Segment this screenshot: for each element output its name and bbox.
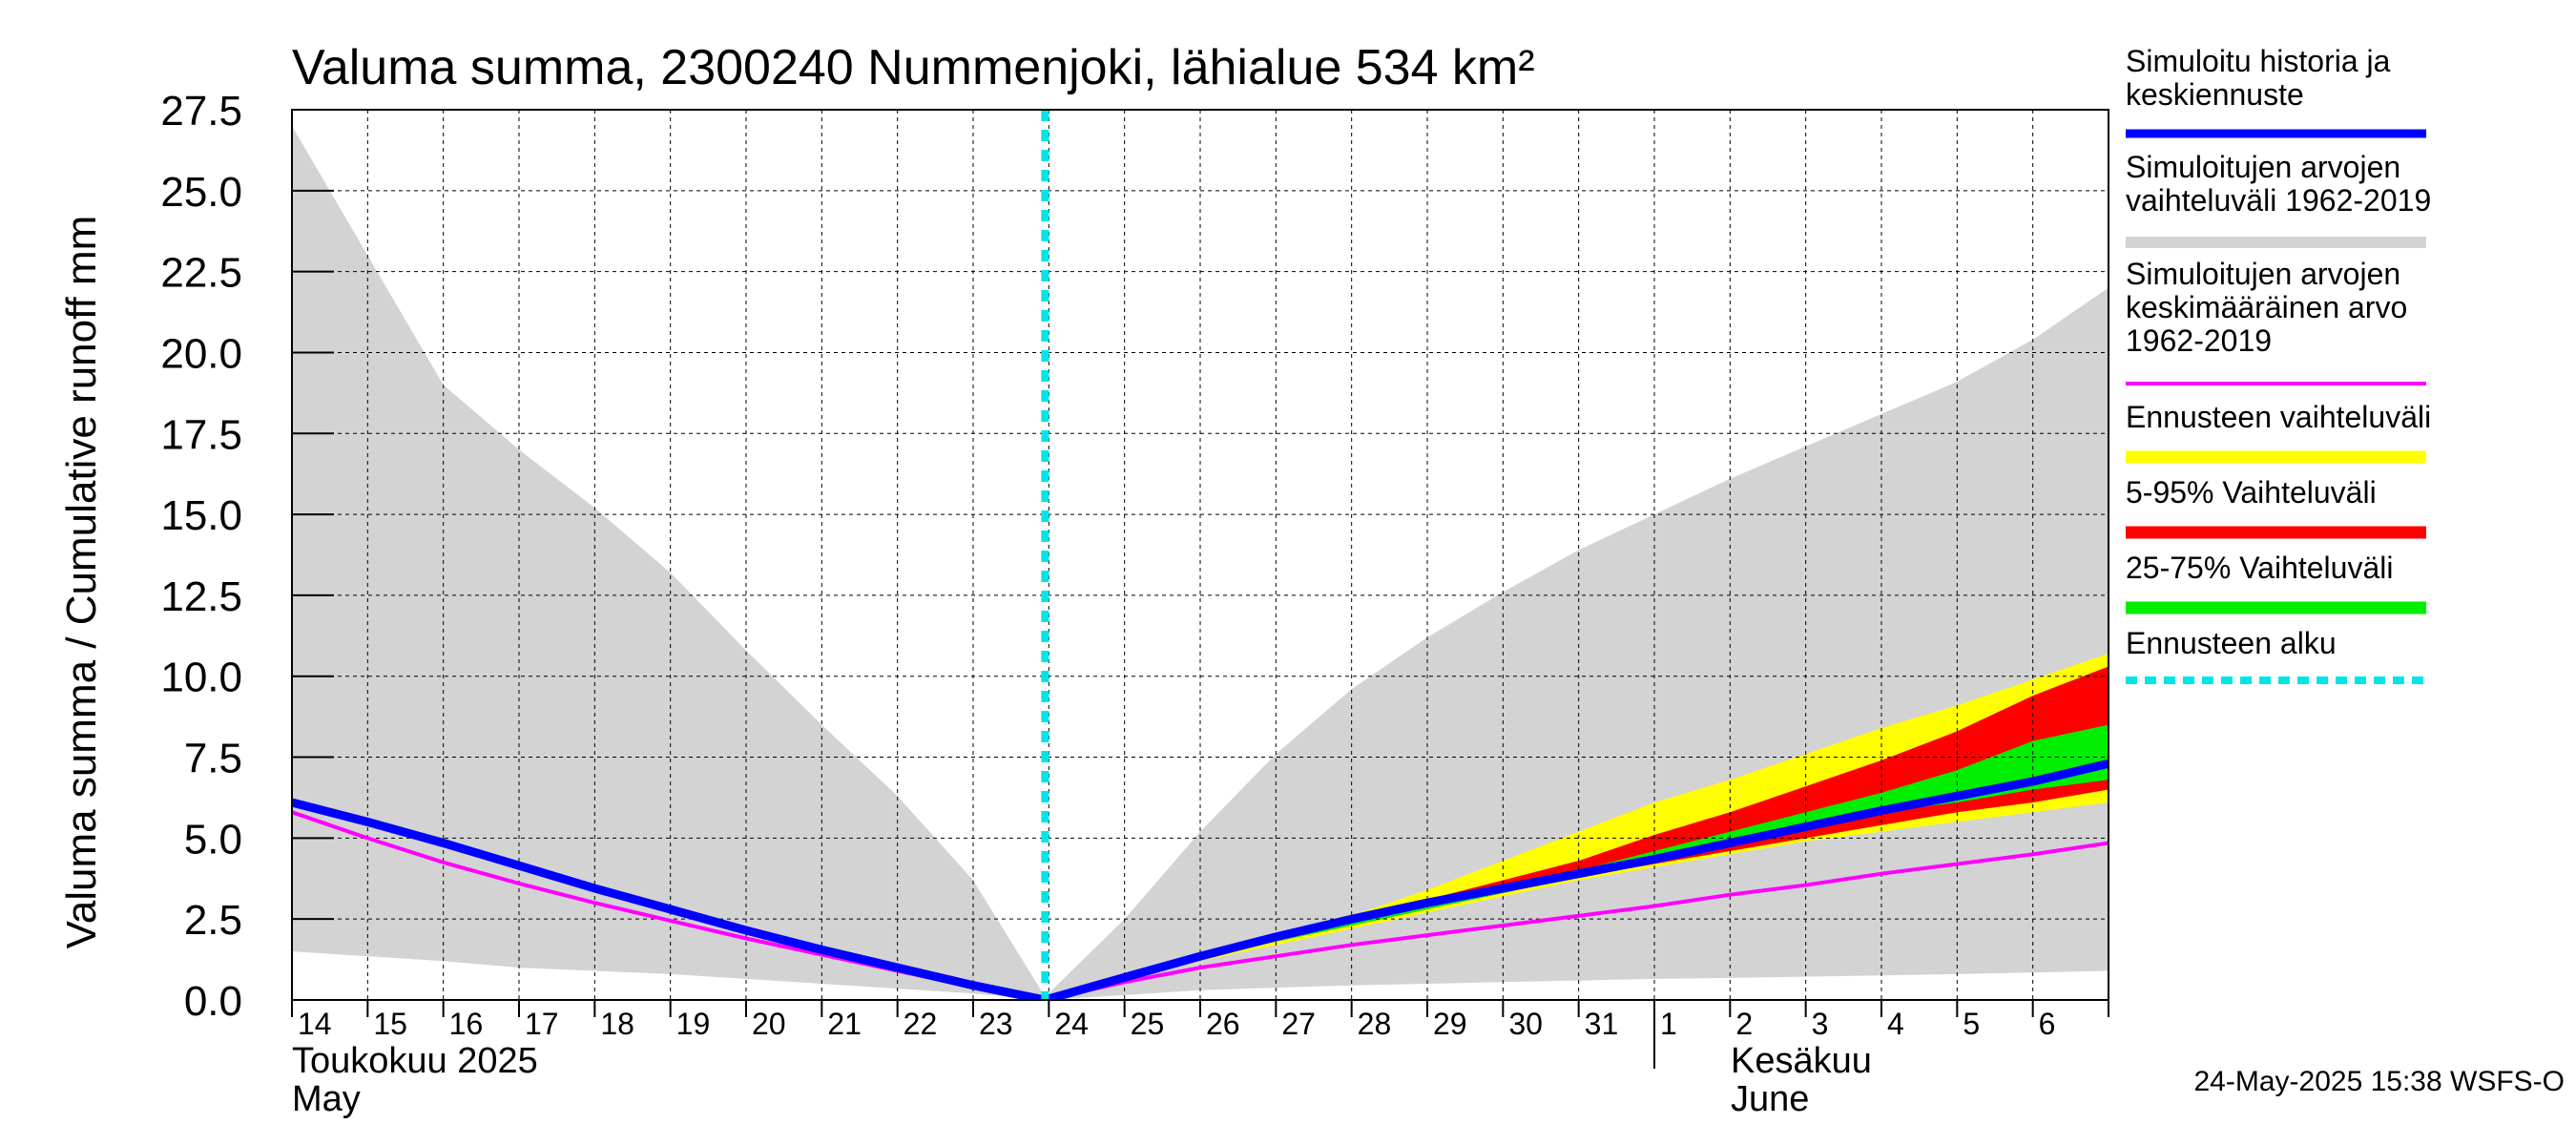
x-tick-label: 24	[1054, 1007, 1089, 1041]
legend-label: 1962-2019	[2126, 323, 2272, 358]
x-tick-label: 18	[600, 1007, 634, 1041]
x-tick-label: 30	[1508, 1007, 1543, 1041]
y-tick-label: 2.5	[184, 897, 242, 944]
legend-label: Simuloitu historia ja	[2126, 44, 2391, 78]
y-tick-label: 7.5	[184, 736, 242, 782]
x-tick-label: 20	[752, 1007, 786, 1041]
y-tick-label: 15.0	[160, 492, 242, 539]
x-tick-label: 6	[2039, 1007, 2056, 1041]
legend-label: Ennusteen vaihteluväli	[2126, 400, 2431, 434]
x-tick-label: 29	[1433, 1007, 1467, 1041]
plot-area	[292, 110, 2109, 1000]
x-tick-label: 4	[1887, 1007, 1904, 1041]
x-tick-label: 14	[298, 1007, 332, 1041]
legend-label: 25-75% Vaihteluväli	[2126, 551, 2393, 585]
y-tick-label: 10.0	[160, 655, 242, 701]
month-label-en: June	[1731, 1079, 1809, 1119]
x-tick-label: 15	[373, 1007, 407, 1041]
x-tick-label: 1	[1660, 1007, 1677, 1041]
line-simuloitu-historia-ja-keskiennuste	[292, 759, 2109, 1000]
y-tick-label: 20.0	[160, 330, 242, 377]
x-tick-label: 28	[1358, 1007, 1392, 1041]
band-ennusteen-vaihteluv-li	[1045, 654, 2109, 1000]
month-label: Toukokuu 2025	[292, 1041, 538, 1081]
x-tick-label: 31	[1585, 1007, 1619, 1041]
y-tick-label: 17.5	[160, 411, 242, 458]
legend-label: Simuloitujen arvojen	[2126, 257, 2400, 291]
legend-label: Ennusteen alku	[2126, 626, 2337, 660]
axes: 0.0 2.5 5.0 7.5 10.0 12.5 15.0 17.5 20.0 22.5 25.0…	[160, 88, 2109, 1119]
y-tick-label: 12.5	[160, 573, 242, 620]
month-label: Kesäkuu	[1731, 1041, 1872, 1081]
x-tick-label: 5	[1963, 1007, 1980, 1041]
y-tick-label: 5.0	[184, 816, 242, 863]
x-tick-label: 26	[1206, 1007, 1240, 1041]
x-tick-label: 17	[525, 1007, 559, 1041]
y-axis-label: Valuma summa / Cumulative runoff mm	[58, 216, 105, 949]
x-tick-label: 27	[1281, 1007, 1316, 1041]
x-tick-label: 19	[676, 1007, 711, 1041]
month-label-en: May	[292, 1079, 361, 1119]
x-tick-label: 3	[1812, 1007, 1829, 1041]
x-tick-label: 2	[1735, 1007, 1753, 1041]
legend-label: keskimääräinen arvo	[2126, 290, 2407, 324]
y-tick-label: 27.5	[160, 88, 242, 135]
y-tick-label: 22.5	[160, 250, 242, 297]
legend-label: vaihteluväli 1962-2019	[2126, 183, 2431, 218]
legend-label: Simuloitujen arvojen	[2126, 150, 2400, 184]
line-simuloitujen-arvojen-keskim-r-inen-arvo-1962-2019	[292, 810, 2109, 1000]
x-tick-label: 23	[979, 1007, 1013, 1041]
chart-title: Valuma summa, 2300240 Nummenjoki, lähial…	[292, 40, 1535, 95]
y-tick-label: 25.0	[160, 169, 242, 216]
x-tick-label: 22	[904, 1007, 938, 1041]
x-tick-label: 21	[827, 1007, 862, 1041]
y-tick-label: 0.0	[184, 978, 242, 1025]
plot-content	[292, 110, 2109, 1000]
legend-label: keskiennuste	[2126, 77, 2304, 112]
timestamp-footer: 24-May-2025 15:38 WSFS-O	[2194, 1066, 2566, 1097]
x-tick-label: 25	[1131, 1007, 1165, 1041]
legend-label: 5-95% Vaihteluväli	[2126, 475, 2377, 510]
x-tick-label: 16	[449, 1007, 484, 1041]
